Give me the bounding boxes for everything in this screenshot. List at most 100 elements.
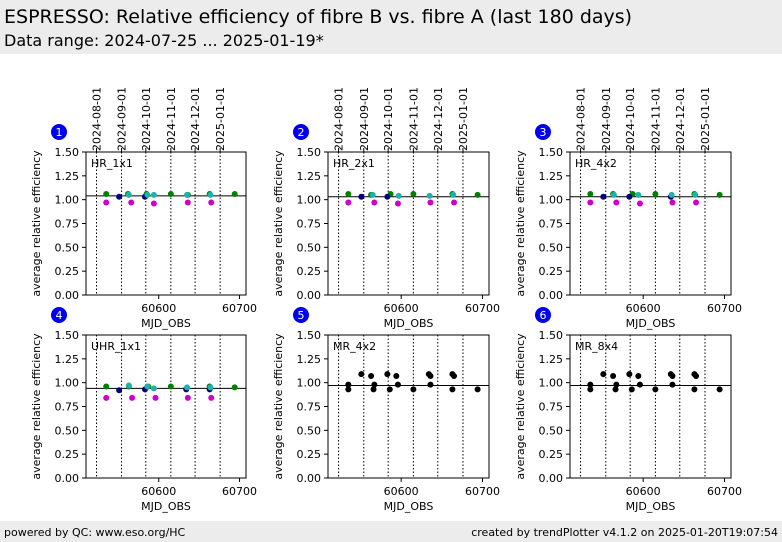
x-tick-label: 60600 [384, 302, 419, 315]
data-point [427, 372, 434, 379]
footer-created: created by trendPlotter v4.1.2 on 2025-0… [471, 526, 778, 539]
data-point [693, 372, 700, 379]
data-point [116, 193, 123, 200]
top-date-label: 2025-01-01 [457, 87, 470, 151]
panel-number-label: 6 [540, 309, 547, 322]
data-point [103, 383, 110, 390]
y-tick-label: 1.25 [55, 353, 80, 366]
data-point [103, 199, 110, 206]
data-point [393, 372, 400, 379]
data-point [692, 191, 699, 198]
footer-credit: powered by QC: www.eso.org/HC [4, 526, 186, 539]
data-point [370, 386, 377, 393]
x-tick-label: 60700 [465, 485, 500, 498]
y-tick-label: 0.25 [297, 265, 322, 278]
data-point [691, 386, 698, 393]
panel-number-label: 5 [298, 309, 305, 322]
data-point [125, 191, 132, 198]
data-point [384, 193, 391, 200]
data-point [129, 394, 136, 401]
data-point [345, 386, 352, 393]
data-point [474, 191, 481, 198]
data-point [613, 381, 620, 388]
y-tick-label: 0.75 [539, 401, 564, 414]
data-point [600, 193, 607, 200]
y-tick-label: 0.50 [55, 241, 80, 254]
data-point [427, 381, 434, 388]
x-tick-label: 60600 [141, 485, 176, 498]
panel-number-label: 4 [56, 309, 63, 322]
y-tick-label: 0.75 [297, 401, 322, 414]
y-tick-label: 0.75 [297, 218, 322, 231]
y-tick-label: 1.00 [297, 194, 322, 207]
panel-number-label: 3 [540, 126, 547, 139]
data-point [184, 191, 191, 198]
top-date-label: 2024-09-01 [116, 87, 129, 151]
panel-setting-label: UHR_1x1 [91, 340, 141, 353]
data-point [628, 386, 635, 393]
data-point [345, 381, 352, 388]
top-date-label: 2024-11-01 [165, 87, 178, 151]
x-tick-label: 60600 [141, 302, 176, 315]
data-point [345, 199, 352, 206]
y-tick-label: 1.25 [539, 170, 564, 183]
top-date-label: 2025-01-01 [699, 87, 712, 151]
data-point [394, 381, 401, 388]
y-tick-label: 1.50 [539, 329, 564, 342]
data-point [150, 191, 157, 198]
chart-panel-4: 0.00 0.25 0.50 0.75 1.00 1.25 1.50 60600 60700 MJ… [30, 307, 257, 513]
y-tick-label: 1.00 [297, 377, 322, 390]
y-tick-label: 0.50 [297, 424, 322, 437]
chart-panel-5: 0.00 0.25 0.50 0.75 1.00 1.25 1.50 60600 60700 MJ… [272, 307, 500, 513]
y-tick-label: 0.75 [539, 218, 564, 231]
y-axis-label: average relative efficiency [272, 333, 285, 480]
data-point [410, 386, 417, 393]
data-point [371, 199, 378, 206]
panel-number-badge [293, 124, 309, 140]
data-point [427, 199, 434, 206]
y-tick-label: 1.50 [297, 146, 322, 159]
y-tick-label: 1.25 [297, 353, 322, 366]
data-point [587, 386, 594, 393]
data-point [716, 386, 723, 393]
data-point [371, 381, 378, 388]
data-point [450, 191, 457, 198]
y-tick-label: 0.00 [297, 289, 322, 302]
y-tick-label: 1.00 [55, 377, 80, 390]
top-date-label: 2024-11-01 [649, 87, 662, 151]
data-point [693, 199, 700, 206]
data-point [636, 200, 643, 207]
top-date-label: 2024-12-01 [674, 87, 687, 151]
y-tick-label: 0.00 [297, 472, 322, 485]
top-date-label: 2024-10-01 [140, 87, 153, 151]
footer-bar: powered by QC: www.eso.org/HC created by… [0, 521, 782, 542]
panel-number-label: 1 [56, 126, 63, 139]
header-bar: ESPRESSO: Relative efficiency of fibre B… [0, 0, 782, 54]
top-date-label: 2024-10-01 [624, 87, 637, 151]
data-point [587, 190, 594, 197]
data-point [368, 372, 375, 379]
data-point [384, 371, 391, 378]
x-axis-label: MJD_OBS [141, 317, 191, 330]
x-tick-label: 60600 [626, 485, 661, 498]
data-point [451, 199, 458, 206]
data-point [116, 387, 123, 394]
plot-frame [85, 151, 247, 296]
data-point [231, 190, 238, 197]
data-point [652, 386, 659, 393]
data-point [231, 384, 238, 391]
data-point [600, 371, 607, 378]
plot-frame [327, 334, 490, 479]
x-tick-label: 60700 [707, 485, 742, 498]
data-point [626, 371, 633, 378]
x-axis-label: MJD_OBS [384, 317, 434, 330]
top-date-label: 2024-09-01 [600, 87, 613, 151]
y-tick-label: 1.00 [55, 194, 80, 207]
x-tick-label: 60700 [222, 485, 257, 498]
data-point [103, 394, 110, 401]
y-tick-label: 0.25 [55, 265, 80, 278]
y-tick-label: 0.75 [55, 218, 80, 231]
data-point [144, 383, 151, 390]
top-date-label: 2024-11-01 [407, 87, 420, 151]
data-point [184, 384, 191, 391]
